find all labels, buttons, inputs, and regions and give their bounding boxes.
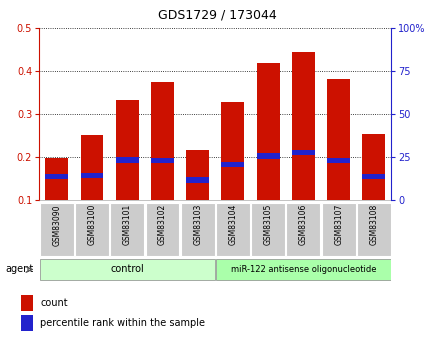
Bar xyxy=(151,82,174,200)
Bar xyxy=(326,79,349,200)
Bar xyxy=(216,203,249,256)
Text: GSM83090: GSM83090 xyxy=(52,204,61,246)
Text: GSM83105: GSM83105 xyxy=(263,204,272,245)
Bar xyxy=(80,135,103,200)
Text: count: count xyxy=(40,297,68,307)
Bar xyxy=(45,158,68,200)
Text: control: control xyxy=(110,265,144,274)
Bar xyxy=(291,52,314,200)
Text: percentile rank within the sample: percentile rank within the sample xyxy=(40,318,204,328)
Text: GDS1729 / 173044: GDS1729 / 173044 xyxy=(158,9,276,22)
Bar xyxy=(181,203,214,256)
Bar xyxy=(115,100,138,200)
Bar xyxy=(321,203,355,256)
Bar xyxy=(186,177,209,183)
Text: GSM83102: GSM83102 xyxy=(158,204,167,245)
Text: GSM83103: GSM83103 xyxy=(193,204,202,245)
Bar xyxy=(286,203,319,256)
Text: GSM83104: GSM83104 xyxy=(228,204,237,245)
Bar xyxy=(40,259,214,280)
Bar xyxy=(40,203,73,256)
Bar xyxy=(21,315,33,331)
Bar xyxy=(221,102,244,200)
Text: GSM83100: GSM83100 xyxy=(87,204,96,245)
Bar xyxy=(115,157,138,163)
Bar xyxy=(21,295,33,311)
Bar xyxy=(75,203,108,256)
Text: GSM83101: GSM83101 xyxy=(122,204,132,245)
Bar xyxy=(221,161,244,167)
Bar xyxy=(251,203,284,256)
Text: miR-122 antisense oligonucleotide: miR-122 antisense oligonucleotide xyxy=(230,265,375,274)
Bar xyxy=(362,134,385,200)
Bar xyxy=(216,259,390,280)
Text: GSM83106: GSM83106 xyxy=(298,204,307,245)
Bar xyxy=(110,203,144,256)
Bar xyxy=(145,203,179,256)
Bar xyxy=(186,150,209,200)
Text: agent: agent xyxy=(6,265,34,274)
Text: GSM83108: GSM83108 xyxy=(368,204,378,245)
Bar xyxy=(326,158,349,163)
Bar xyxy=(80,173,103,178)
Bar xyxy=(256,153,279,159)
Bar xyxy=(256,63,279,200)
Bar xyxy=(291,150,314,156)
Text: GSM83107: GSM83107 xyxy=(333,204,342,245)
Bar xyxy=(45,174,68,179)
Bar xyxy=(151,158,174,163)
Bar xyxy=(356,203,390,256)
Bar xyxy=(362,174,385,179)
